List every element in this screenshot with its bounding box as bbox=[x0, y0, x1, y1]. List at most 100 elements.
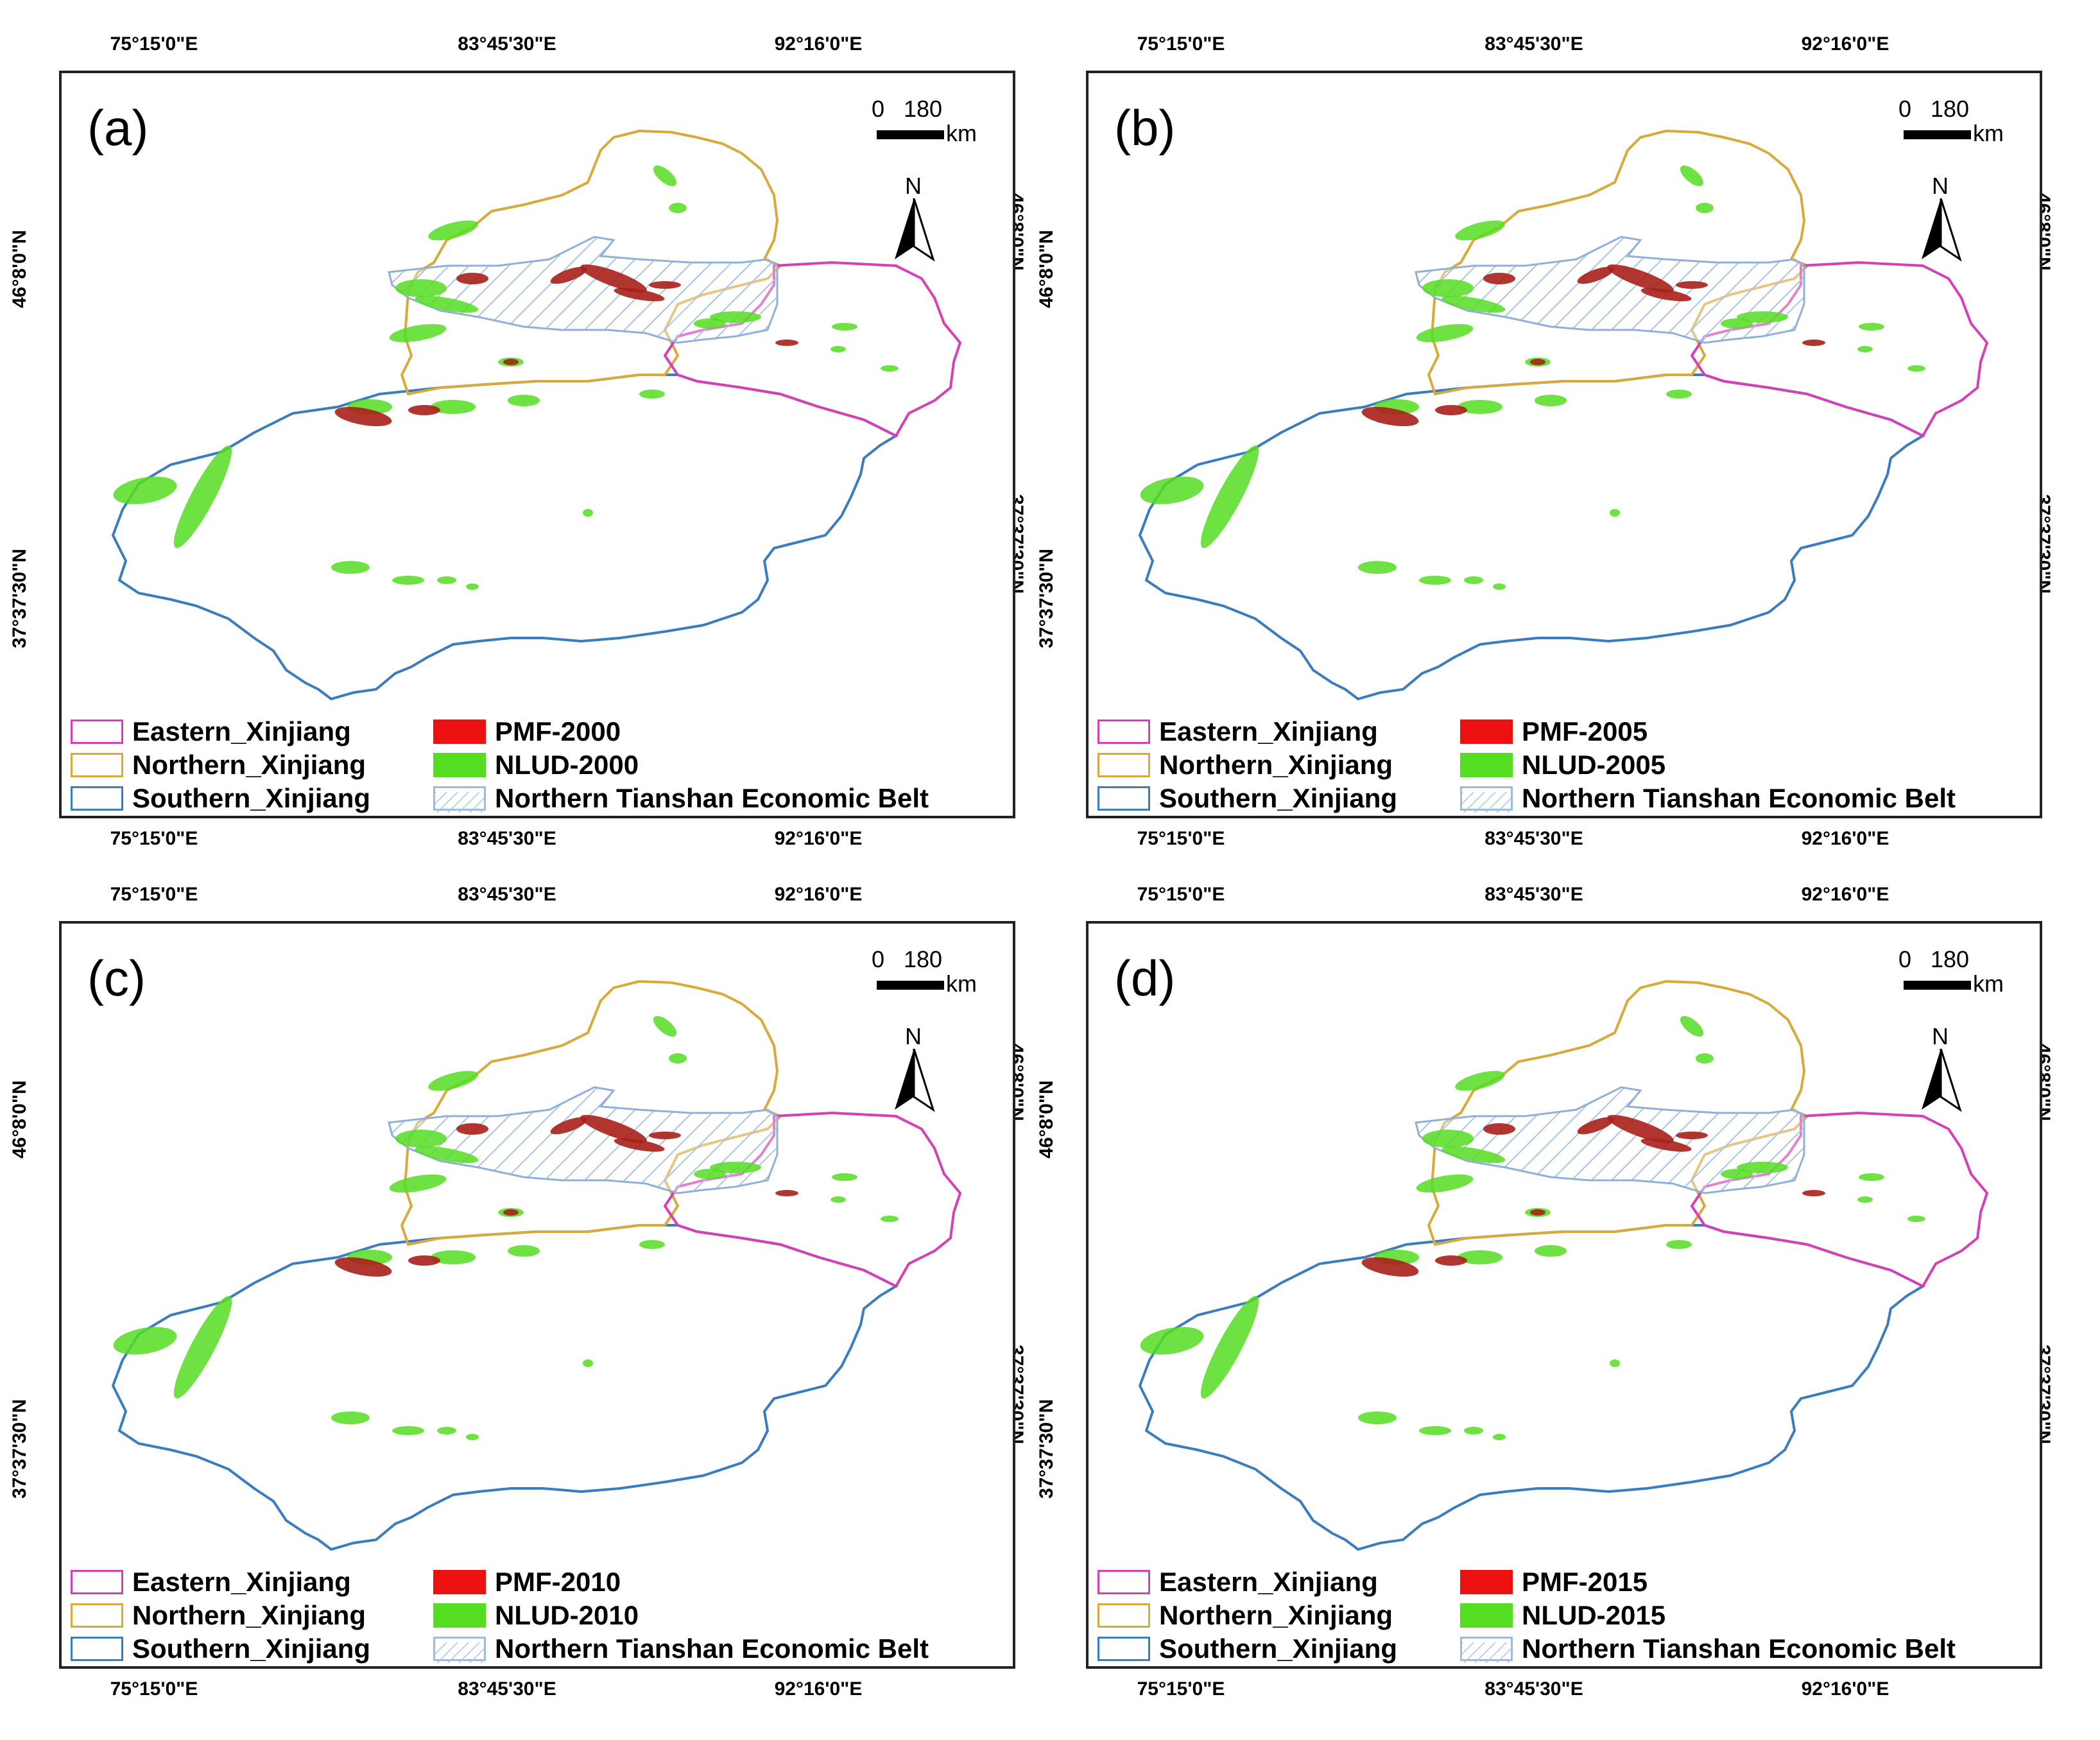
scale-bar-line bbox=[1904, 130, 1971, 139]
scale-bar: 0 180 km bbox=[872, 946, 977, 997]
pmf-patches bbox=[334, 264, 798, 426]
legend-item-northern: Northern_Xinjiang bbox=[71, 1599, 366, 1632]
legend-label-southern: Southern_Xinjiang bbox=[1159, 783, 1398, 813]
scale-unit: km bbox=[1973, 970, 2004, 997]
legend-swatch-northern bbox=[1097, 1603, 1150, 1628]
nlud-patches bbox=[113, 1015, 899, 1440]
legend: Eastern_Xinjiang Northern_Xinjiang South… bbox=[71, 1565, 1008, 1668]
scale-unit: km bbox=[946, 120, 977, 146]
north-label: N bbox=[905, 1023, 922, 1049]
legend-swatch-pmf bbox=[433, 719, 486, 744]
northern-xinjiang-region bbox=[400, 129, 783, 396]
legend-item-southern: Southern_Xinjiang bbox=[71, 782, 370, 815]
legend-label-nlud: NLUD-2005 bbox=[1522, 750, 1666, 780]
legend-label-pmf: PMF-2005 bbox=[1522, 716, 1648, 746]
lat-tick-left: 37°37'30"N bbox=[9, 548, 30, 648]
scale-bar: 0 180 km bbox=[1898, 946, 2004, 997]
southern-xinjiang-region bbox=[1138, 1224, 1926, 1551]
hatch-swatch-icon bbox=[435, 792, 484, 813]
lon-tick-bottom: 83°45'30"E bbox=[1485, 828, 1583, 849]
lat-tick-left: 46°8'0"N bbox=[9, 230, 30, 308]
legend-item-nlud: NLUD-2010 bbox=[433, 1599, 639, 1632]
lon-tick-bottom: 92°16'0"E bbox=[774, 828, 863, 849]
lat-tick-left: 46°8'0"N bbox=[1036, 1080, 1057, 1159]
nlud-patches bbox=[1140, 1015, 1925, 1440]
legend-swatch-eastern bbox=[71, 1570, 123, 1594]
legend-swatch-eastern bbox=[1097, 719, 1150, 744]
legend-swatch-southern bbox=[1097, 786, 1150, 811]
map-frame: (a) 0 180 km N Eastern_Xinjiang bbox=[59, 71, 1015, 818]
scale-max: 180 bbox=[904, 96, 943, 122]
legend-item-belt: Northern Tianshan Economic Belt bbox=[1460, 782, 1956, 815]
legend-swatch-eastern bbox=[71, 719, 123, 744]
legend-label-eastern: Eastern_Xinjiang bbox=[132, 1567, 351, 1597]
lon-tick-top: 83°45'30"E bbox=[1485, 884, 1583, 905]
lat-tick-left: 46°8'0"N bbox=[9, 1080, 30, 1159]
lon-tick-top: 75°15'0"E bbox=[1137, 33, 1225, 55]
scale-bar-line bbox=[1904, 981, 1971, 990]
lon-tick-top: 83°45'30"E bbox=[458, 884, 556, 905]
north-arrow-icon bbox=[1922, 198, 1962, 262]
legend: Eastern_Xinjiang Northern_Xinjiang South… bbox=[1097, 1565, 2035, 1668]
southern-xinjiang-region bbox=[1138, 374, 1926, 701]
legend-label-belt: Northern Tianshan Economic Belt bbox=[495, 1633, 929, 1664]
xinjiang-map bbox=[1138, 129, 1989, 701]
pmf-patches bbox=[1361, 1115, 1825, 1277]
legend-swatch-belt bbox=[1460, 1637, 1513, 1663]
legend-item-belt: Northern Tianshan Economic Belt bbox=[1460, 1632, 1956, 1666]
legend-label-southern: Southern_Xinjiang bbox=[132, 1633, 371, 1664]
hatch-swatch-icon bbox=[1462, 792, 1511, 813]
legend-item-northern: Northern_Xinjiang bbox=[71, 748, 366, 782]
legend-label-pmf: PMF-2015 bbox=[1522, 1567, 1648, 1597]
tianshan-belt-region bbox=[388, 236, 779, 344]
legend-item-southern: Southern_Xinjiang bbox=[1097, 1632, 1397, 1666]
xinjiang-map bbox=[1138, 979, 1989, 1551]
map-frame: (b) 0 180 km N Eastern_Xinjiang bbox=[1086, 71, 2042, 818]
lon-tick-bottom: 75°15'0"E bbox=[1137, 828, 1225, 849]
lon-tick-bottom: 75°15'0"E bbox=[110, 828, 198, 849]
legend-item-pmf: PMF-2010 bbox=[433, 1565, 621, 1599]
pmf-patches bbox=[1361, 264, 1825, 426]
legend-label-eastern: Eastern_Xinjiang bbox=[132, 716, 351, 746]
north-arrow-icon bbox=[895, 1049, 935, 1112]
scale-bar-line bbox=[877, 130, 944, 139]
legend-item-belt: Northern Tianshan Economic Belt bbox=[433, 1632, 929, 1666]
north-arrow-icon bbox=[1922, 1049, 1962, 1112]
panel-label: (d) bbox=[1114, 950, 1176, 1006]
southern-xinjiang-region bbox=[111, 374, 899, 701]
pmf-patches bbox=[334, 1115, 798, 1277]
legend-swatch-belt bbox=[1460, 786, 1513, 813]
legend-item-pmf: PMF-2005 bbox=[1460, 715, 1648, 748]
legend-label-northern: Northern_Xinjiang bbox=[132, 750, 366, 780]
scale-bar: 0 180 km bbox=[872, 96, 977, 147]
legend-swatch-belt bbox=[433, 786, 486, 813]
legend-item-eastern: Eastern_Xinjiang bbox=[1097, 715, 1378, 748]
legend-swatch-pmf bbox=[1460, 719, 1513, 744]
legend-swatch-nlud bbox=[433, 1603, 486, 1628]
lon-tick-top: 92°16'0"E bbox=[1801, 33, 1889, 55]
scale-max: 180 bbox=[1931, 946, 1970, 972]
lon-tick-bottom: 75°15'0"E bbox=[1137, 1678, 1225, 1700]
nlud-patches bbox=[113, 165, 899, 590]
legend-swatch-pmf bbox=[1460, 1570, 1513, 1594]
scale-unit: km bbox=[946, 970, 977, 997]
north-arrow: N bbox=[1915, 1023, 1967, 1113]
legend-label-pmf: PMF-2010 bbox=[495, 1567, 621, 1597]
xinjiang-map bbox=[111, 979, 962, 1551]
legend-swatch-pmf bbox=[433, 1570, 486, 1594]
hatch-swatch-icon bbox=[435, 1642, 484, 1663]
legend-item-belt: Northern Tianshan Economic Belt bbox=[433, 782, 929, 815]
scale-bar-line bbox=[877, 981, 944, 990]
legend-item-nlud: NLUD-2015 bbox=[1460, 1599, 1665, 1632]
legend-label-belt: Northern Tianshan Economic Belt bbox=[495, 783, 929, 813]
lon-tick-bottom: 92°16'0"E bbox=[1801, 1678, 1889, 1700]
lon-tick-top: 75°15'0"E bbox=[110, 33, 198, 55]
legend-item-nlud: NLUD-2000 bbox=[433, 748, 639, 782]
legend-item-southern: Southern_Xinjiang bbox=[71, 1632, 370, 1666]
legend-item-northern: Northern_Xinjiang bbox=[1097, 1599, 1393, 1632]
legend-swatch-eastern bbox=[1097, 1570, 1150, 1594]
legend-label-nlud: NLUD-2000 bbox=[495, 750, 639, 780]
xinjiang-map bbox=[111, 129, 962, 701]
lon-tick-bottom: 83°45'30"E bbox=[458, 828, 556, 849]
legend-label-northern: Northern_Xinjiang bbox=[1159, 1600, 1393, 1630]
